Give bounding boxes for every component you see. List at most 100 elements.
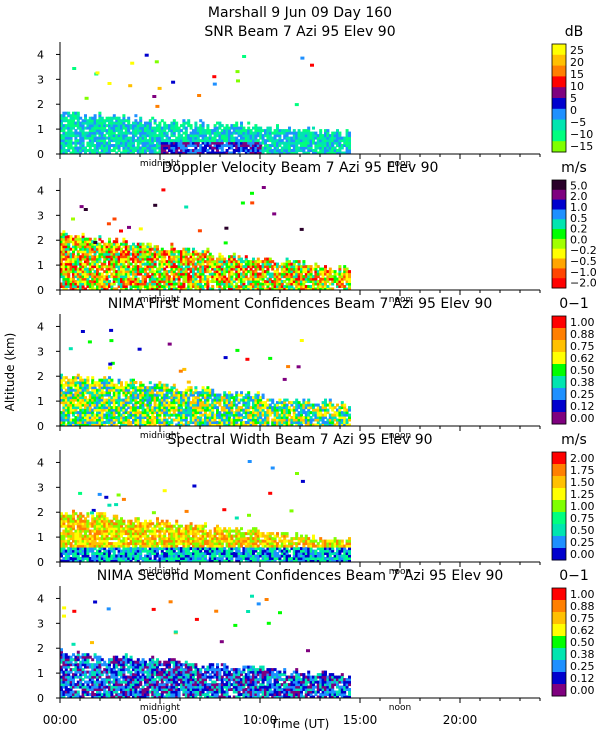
heatmap-cell: [204, 421, 207, 424]
heatmap-cell: [302, 267, 306, 271]
heatmap-cell: [93, 134, 97, 138]
heatmap-cell: [129, 287, 133, 291]
heatmap-cell: [177, 421, 181, 424]
heatmap-cell: [208, 257, 212, 261]
heatmap-cell: [259, 277, 263, 281]
heatmap-cell: [124, 270, 128, 274]
heatmap-cell: [218, 401, 222, 405]
heatmap-cell: [108, 406, 111, 410]
heatmap-cell: [194, 272, 198, 276]
heatmap-cell: [153, 406, 157, 410]
heatmap-cell: [148, 146, 152, 150]
heatmap-cell: [141, 383, 145, 387]
heatmap-cell: [192, 280, 195, 283]
heatmap-cell: [108, 418, 111, 422]
heatmap-cell: [328, 401, 332, 405]
heatmap-cell: [264, 413, 267, 417]
heatmap-cell: [199, 421, 203, 424]
heatmap-cell: [192, 144, 195, 147]
heatmap-cell: [144, 421, 147, 424]
heatmap-cell: [177, 144, 181, 147]
heatmap-cell: [79, 552, 83, 555]
heatmap-cell: [160, 411, 164, 415]
heatmap-cell: [170, 242, 174, 246]
heatmap-cell: [170, 423, 174, 427]
heatmap-cell: [345, 411, 349, 415]
colorbar-label: −0.2: [570, 244, 597, 257]
heatmap-cell: [189, 124, 193, 128]
heatmap-cell: [218, 413, 222, 417]
heatmap-cell: [333, 139, 337, 143]
heatmap-cell: [276, 411, 279, 415]
heatmap-cell: [62, 544, 66, 548]
heatmap-cell: [199, 285, 203, 288]
heatmap-cell: [86, 401, 90, 405]
heatmap-field: [60, 328, 351, 427]
heatmap-cell: [196, 393, 200, 397]
heatmap-cell: [340, 411, 344, 415]
heatmap-cell: [69, 282, 73, 286]
heatmap-cell: [124, 383, 128, 387]
heatmap-cell: [331, 136, 335, 140]
heatmap-cell: [240, 262, 243, 266]
heatmap-cell: [316, 403, 320, 407]
heatmap-cell: [76, 139, 80, 143]
heatmap-cell: [290, 403, 294, 407]
heatmap-cell: [189, 270, 193, 274]
heatmap-cell: [180, 149, 183, 152]
heatmap-cell: [268, 275, 272, 279]
heatmap-cell: [206, 277, 210, 281]
heatmap-cell: [182, 391, 186, 395]
heatmap-cell: [62, 277, 66, 281]
heatmap-cell: [172, 275, 176, 279]
heatmap-cell: [156, 418, 159, 422]
heatmap-cell: [244, 401, 248, 405]
heatmap-cell: [331, 423, 335, 427]
heatmap-cell: [237, 398, 241, 402]
heatmap-cell: [112, 396, 116, 400]
heatmap-cell: [324, 423, 327, 427]
heatmap-cell: [115, 116, 119, 120]
heatmap-cell: [103, 262, 107, 266]
heatmap-cell: [91, 139, 95, 143]
heatmap-cell: [105, 250, 109, 254]
heatmap-cell: [136, 272, 140, 276]
heatmap-cell: [242, 408, 246, 412]
heatmap-cell: [170, 406, 174, 410]
heatmap-cell: [211, 265, 215, 269]
heatmap-cell: [122, 267, 126, 271]
heatmap-cell: [312, 134, 315, 138]
heatmap-cell: [86, 381, 90, 385]
heatmap-cell: [69, 532, 73, 536]
heatmap-cell: [108, 381, 111, 385]
heatmap-cell: [64, 376, 68, 380]
heatmap-cell: [278, 416, 282, 419]
heatmap-cell: [208, 252, 212, 256]
heatmap-cell: [220, 267, 224, 271]
heatmap-cell: [76, 114, 80, 118]
heatmap-cell: [314, 144, 318, 147]
heatmap-cell: [218, 411, 222, 415]
heatmap-cell: [177, 262, 181, 266]
heatmap-cell: [117, 131, 121, 135]
heatmap-cell: [163, 270, 167, 274]
heatmap-cell: [180, 418, 183, 422]
heatmap-cell: [273, 423, 277, 427]
heatmap-cell: [175, 393, 179, 397]
heatmap-cell: [98, 116, 102, 120]
heatmap-cell: [235, 413, 239, 417]
heatmap-cell: [120, 242, 123, 246]
heatmap-cell: [338, 149, 342, 152]
heatmap-cell: [86, 275, 90, 279]
heatmap-cell: [67, 522, 71, 526]
heatmap-cell: [112, 282, 116, 286]
heatmap-cell: [72, 111, 75, 115]
heatmap-cell: [110, 126, 114, 130]
heatmap-cell: [129, 421, 133, 424]
heatmap-cell: [108, 121, 111, 125]
heatmap-cell: [64, 408, 68, 412]
heatmap-cell: [326, 131, 330, 135]
heatmap-cell: [120, 124, 123, 128]
heatmap-cell: [316, 144, 320, 147]
heatmap-cell: [283, 265, 287, 269]
